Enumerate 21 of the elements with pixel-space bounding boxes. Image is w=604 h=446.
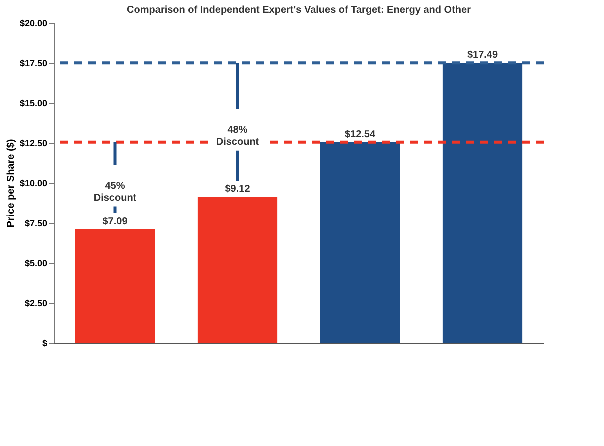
bar: [75, 230, 156, 343]
y-tick-label: $20.00: [20, 18, 48, 28]
bar: [442, 63, 523, 343]
annotation: 48% Discount: [216, 125, 260, 148]
data-label: $17.49: [467, 50, 498, 62]
bar: [320, 142, 400, 343]
data-label: $7.09: [102, 216, 128, 228]
y-tick-label: $2.50: [24, 298, 48, 308]
y-tick-label: $17.50: [20, 58, 48, 68]
y-tick-label: $5.00: [24, 258, 48, 268]
y-tick-label: $15.00: [20, 98, 48, 108]
y-tick-label: $7.50: [24, 218, 48, 228]
y-axis-title: Price per Share ($): [6, 139, 17, 228]
y-tick-label: $12.50: [20, 138, 48, 148]
y-tick-label: $: [42, 338, 48, 348]
data-label: $9.12: [225, 184, 251, 196]
chart-title: Comparison of Independent Expert's Values of Target: Energy and Other: [127, 5, 472, 16]
y-tick-label: $10.00: [20, 178, 48, 188]
bar: [198, 197, 278, 343]
data-label: $12.54: [344, 129, 376, 140]
annotation: 45% Discount: [94, 180, 138, 204]
